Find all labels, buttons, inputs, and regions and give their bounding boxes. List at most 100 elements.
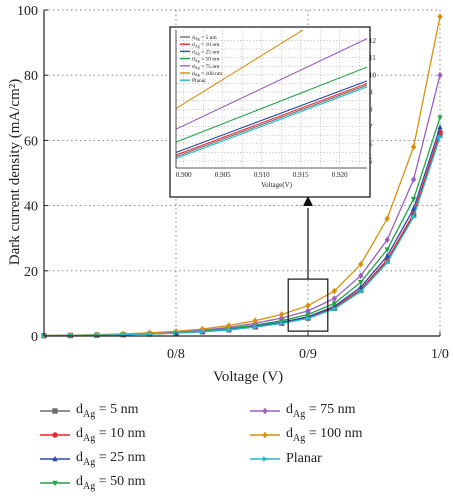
series-planar (41, 134, 444, 339)
inset-line (176, 66, 367, 143)
data-point (358, 280, 364, 286)
inset-legend-sub: Ag (195, 58, 200, 63)
inset-legend-rest: = 5 nm (200, 35, 218, 41)
inset-legend-label: dAg = 75 nm (192, 64, 220, 70)
data-point (278, 314, 285, 322)
inset-y-tick-label: 12 (369, 37, 377, 45)
legend-item: dAg = 50 nm (40, 472, 146, 494)
data-point (262, 431, 268, 439)
inset-legend-sub: Ag (195, 36, 200, 41)
legend-swatch (40, 480, 70, 487)
inset-x-tick-label: 0.910 (254, 171, 270, 179)
legend-label: dAg = 50 nm (76, 474, 146, 492)
inset-x-axis-title: Voltage(V) (261, 181, 293, 189)
inset-x-tick-label: 0.905 (215, 171, 231, 179)
data-point (437, 71, 443, 79)
data-point (305, 315, 312, 322)
data-point (262, 407, 268, 415)
data-point (384, 247, 390, 253)
inset-line (176, 38, 367, 130)
data-point (173, 327, 179, 335)
y-tick-label: 60 (24, 134, 38, 149)
data-point (52, 455, 58, 462)
legend-item: dAg = 75 nm (250, 400, 356, 422)
inset-legend-sub: Ag (195, 72, 200, 77)
inset-y-tick-label: 11 (369, 54, 376, 62)
y-tick-label: 80 (24, 69, 38, 84)
legend-label-subscript: Ag (83, 480, 96, 492)
inset-y-tick-label: 6 (369, 140, 373, 148)
legend-swatch (250, 456, 280, 462)
legend-label: dAg = 25 nm (76, 450, 146, 468)
inset-legend-label: dAg = 50 nm (192, 57, 220, 63)
chart-legend: dAg = 5 nm dAg = 10 nm dAg = 25 nm dAg = 50… (0, 398, 453, 498)
data-point (252, 317, 258, 324)
data-point (410, 143, 417, 151)
legend-label-subscript: Ag (293, 432, 306, 444)
legend-swatch (250, 431, 280, 439)
legend-item: dAg = 100 nm (250, 424, 363, 446)
legend-label-subscript: Ag (83, 456, 96, 468)
data-point (358, 288, 364, 295)
data-point (279, 320, 285, 327)
legend-label-subscript: Ag (83, 408, 96, 420)
data-point (384, 252, 390, 259)
inset-line (176, 80, 367, 153)
data-point (385, 259, 391, 266)
inset-legend-rest: = 100 nm (200, 71, 223, 77)
data-point (437, 115, 443, 121)
inset-y-tick-label: 9 (369, 89, 373, 97)
data-point (200, 329, 206, 335)
y-axis-title: Dark current density (mA/cm²) (7, 79, 23, 266)
y-tick-label: 40 (24, 200, 38, 215)
y-tick-label: 0 (31, 330, 38, 345)
data-point (332, 306, 338, 312)
inset-legend-sub: Ag (195, 51, 200, 56)
y-tick-label: 100 (17, 4, 38, 19)
data-point (358, 283, 364, 290)
zoom-indicator (287, 196, 329, 332)
zoom-arrow-head (303, 196, 313, 206)
x-axis-title: Voltage (V) (213, 369, 283, 385)
data-point (262, 456, 269, 462)
data-point (384, 236, 390, 244)
inset-legend-rest: = 10 nm (200, 42, 220, 48)
legend-label: Planar (286, 451, 322, 466)
data-point (52, 480, 58, 487)
series-layer (41, 13, 444, 339)
series-line (43, 136, 441, 337)
data-point (358, 260, 364, 268)
legend-label: dAg = 75 nm (286, 402, 356, 420)
x-tick-label: 1/0 (431, 347, 449, 362)
data-point (305, 302, 311, 309)
data-point (437, 134, 444, 140)
inset-series (176, 30, 367, 160)
inset-chart: 5 6 7 8 9 10 11 12 0.900 0.905 0.910 0.915 0.920 Volt… (169, 26, 377, 198)
inset-legend-sub: Ag (195, 65, 200, 70)
data-point (331, 295, 338, 302)
y-tick-label: 20 (24, 265, 38, 280)
inset-legend-label: dAg = 5 nm (192, 35, 217, 41)
inset-legend-rest: = 25 nm (200, 49, 220, 55)
inset-frame (169, 26, 371, 198)
legend-swatch (40, 455, 70, 462)
inset-y-tick-label: 5 (369, 158, 373, 166)
legend-item: dAg = 5 nm (40, 400, 139, 422)
data-point (226, 327, 232, 333)
inset-legend-rest: = 50 nm (200, 57, 220, 63)
inset-legend-label: Planar (192, 78, 206, 84)
legend-label-subscript: Ag (293, 408, 306, 420)
data-point (226, 322, 232, 329)
data-point (52, 408, 58, 414)
legend-label-subscript: Ag (83, 432, 96, 444)
data-point (253, 324, 259, 330)
legend-item: dAg = 25 nm (40, 448, 146, 470)
legend-swatch (40, 408, 70, 414)
data-point (331, 287, 338, 295)
data-point (410, 196, 417, 203)
inset-y-tick-label: 8 (369, 106, 373, 114)
dark-current-chart: 5 6 7 8 9 10 11 12 0.900 0.905 0.910 0.915 0.920 Volt… (7, 4, 449, 385)
axes-layer: 0 20 40 60 80 100 0/8 0/9 1/0 (17, 4, 449, 362)
data-point (437, 13, 443, 20)
series-line (43, 16, 441, 337)
